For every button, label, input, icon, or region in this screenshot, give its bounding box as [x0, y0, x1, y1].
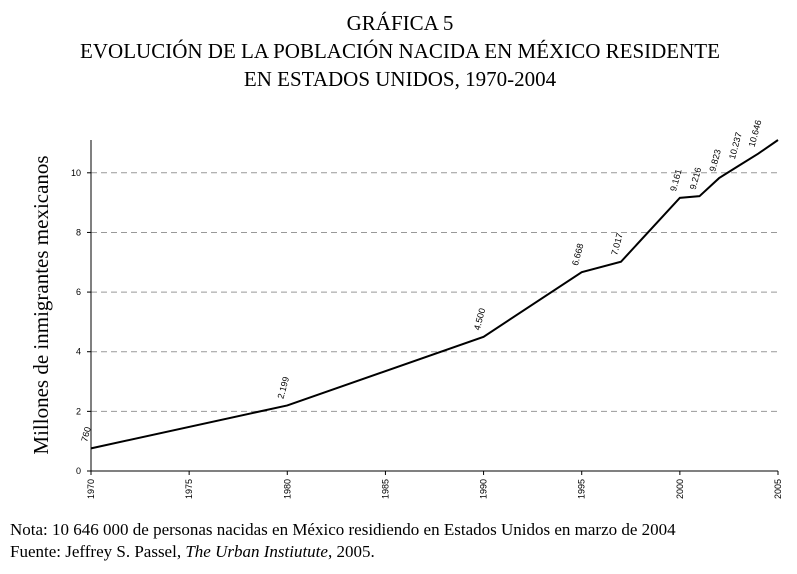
y-tick-label: 2 — [76, 406, 81, 416]
data-label: 7.017 — [609, 232, 624, 256]
source-text: The Urban Instiutute — [185, 542, 328, 561]
y-tick-label: 8 — [76, 227, 81, 237]
y-tick-label: 10 — [71, 168, 81, 178]
data-label: 10.646 — [747, 119, 764, 148]
x-tick-label: 2005 — [773, 479, 783, 499]
data-label: 10.237 — [727, 131, 744, 160]
line — [90, 139, 779, 450]
y-axis-label: Millones de inmigrantes mexicanos — [29, 155, 53, 454]
y-tick-label: 4 — [76, 347, 81, 357]
y-tick-label: 6 — [76, 287, 81, 297]
source-text: , 2005. — [328, 542, 375, 561]
x-tick-label: 1970 — [86, 479, 96, 499]
data-label: 9.161 — [668, 168, 683, 192]
x-tick-label: 2000 — [675, 479, 685, 499]
x-tick-label: 1995 — [577, 479, 587, 499]
data-label: 760 — [79, 426, 93, 443]
title: EN ESTADOS UNIDOS, 1970-2004 — [244, 67, 557, 91]
data-label: 9.216 — [688, 166, 703, 190]
data-label: 6.668 — [570, 242, 585, 266]
source: Fuente: Jeffrey S. Passel, The Urban Ins… — [10, 542, 375, 561]
x-tick-label: 1985 — [380, 479, 390, 499]
data-label: 9.823 — [707, 148, 722, 172]
note: Nota: 10 646 000 de personas nacidas en … — [10, 520, 676, 539]
source-text: Fuente: Jeffrey S. Passel, — [10, 542, 185, 561]
title: EVOLUCIÓN DE LA POBLACIÓN NACIDA EN MÉXI… — [80, 39, 720, 63]
data-label: 2.199 — [276, 376, 291, 400]
x-tick-label: 1980 — [282, 479, 292, 499]
data-label: 4.500 — [472, 307, 487, 331]
title: GRÁFICA 5 — [347, 11, 454, 35]
x-tick-label: 1990 — [479, 479, 489, 499]
y-tick-label: 0 — [76, 466, 81, 476]
x-tick-label: 1975 — [184, 479, 194, 499]
